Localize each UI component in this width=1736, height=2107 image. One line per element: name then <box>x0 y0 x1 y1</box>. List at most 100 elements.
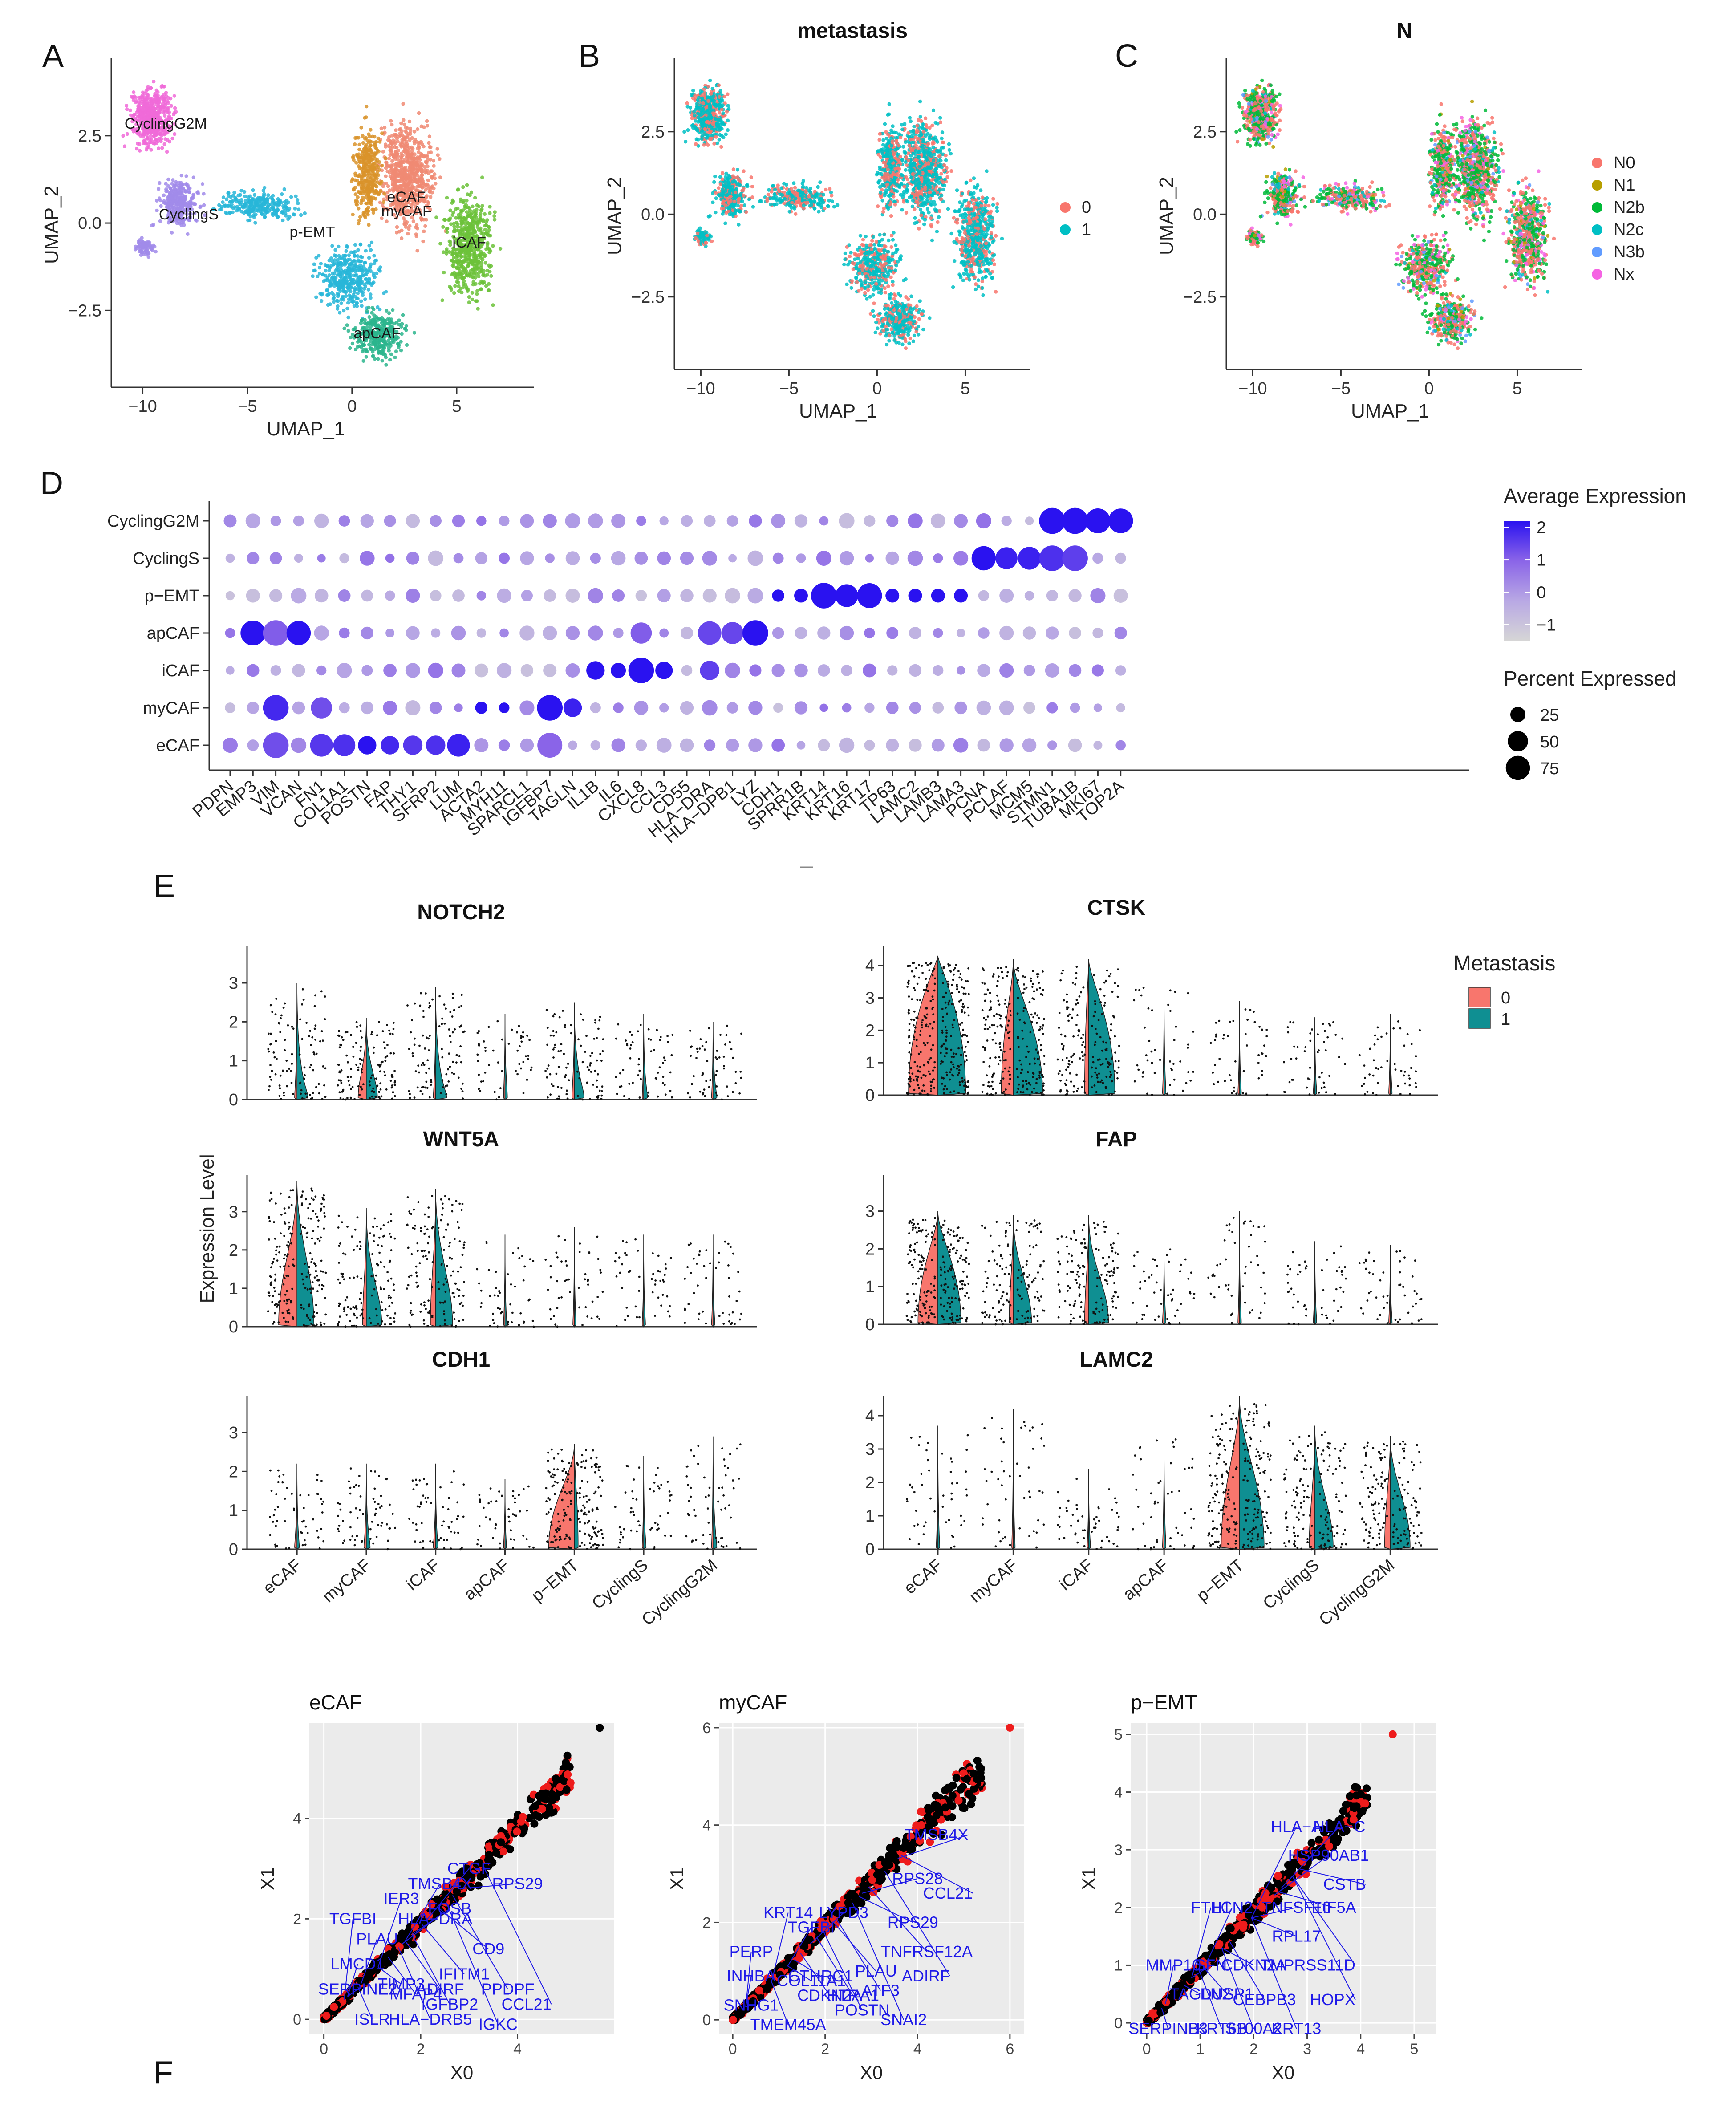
cell-point <box>434 182 438 186</box>
cell-point <box>225 197 229 201</box>
cell-point <box>734 190 738 194</box>
cell-point <box>149 138 154 142</box>
cell-point <box>183 189 187 193</box>
cell-point <box>479 208 483 212</box>
cell-point <box>353 250 357 254</box>
cell-point <box>724 171 728 175</box>
cell-point <box>409 177 413 181</box>
cell-point <box>685 101 689 106</box>
cell-point <box>389 119 393 123</box>
cell-point <box>759 199 763 203</box>
panel-letter-b: B <box>579 38 600 74</box>
cell-point <box>701 234 705 238</box>
cell-point <box>717 193 721 197</box>
cell-point <box>363 215 367 219</box>
cell-point <box>162 193 166 197</box>
cell-point <box>353 173 357 178</box>
cell-point <box>864 235 868 239</box>
cell-point <box>732 204 737 208</box>
cell-point <box>362 287 366 291</box>
cell-point <box>150 101 154 106</box>
cell-point <box>396 148 400 153</box>
cell-point <box>154 88 158 92</box>
cell-point <box>170 201 175 205</box>
cell-point <box>260 211 264 215</box>
cell-point <box>893 268 897 272</box>
cell-point <box>353 254 357 258</box>
cell-point <box>696 239 701 243</box>
cell-point <box>415 185 419 189</box>
cell-point <box>345 306 349 311</box>
cell-point <box>891 283 895 287</box>
cell-point <box>344 261 348 265</box>
cell-point <box>492 214 496 218</box>
cell-point <box>709 137 713 141</box>
cell-point <box>321 279 326 283</box>
cell-point <box>244 210 248 214</box>
cell-point <box>358 243 362 247</box>
cell-point <box>268 202 273 206</box>
cell-point <box>357 136 361 140</box>
cell-point <box>782 201 786 206</box>
cell-point <box>685 105 690 109</box>
cell-point <box>428 145 432 149</box>
cell-point <box>794 196 798 200</box>
cell-point <box>466 256 471 260</box>
cell-point <box>396 154 400 158</box>
cell-point <box>704 106 708 110</box>
cell-point <box>382 126 387 130</box>
cell-point <box>370 185 374 189</box>
cell-point <box>130 119 134 124</box>
cell-point <box>728 195 733 199</box>
cell-point <box>879 255 883 259</box>
cell-point <box>868 243 872 247</box>
cell-point <box>785 194 789 198</box>
cell-point <box>338 311 342 315</box>
cell-point <box>143 104 148 108</box>
cell-point <box>708 104 712 108</box>
cell-point <box>363 137 367 141</box>
cell-point <box>348 257 352 262</box>
cell-point <box>830 199 834 203</box>
cell-point <box>255 208 259 213</box>
cell-point <box>852 252 857 256</box>
cell-point <box>453 284 457 288</box>
cell-point <box>438 175 442 179</box>
cell-point <box>875 257 880 261</box>
cell-point <box>329 284 333 288</box>
cell-point <box>898 294 903 298</box>
cell-point <box>165 150 169 154</box>
cell-point <box>359 185 363 189</box>
cell-point <box>423 224 427 228</box>
cell-point <box>376 148 380 153</box>
y-tick-label: −2.5 <box>68 301 101 320</box>
cell-point <box>411 184 415 188</box>
cell-point <box>326 293 330 297</box>
cell-point <box>726 118 730 122</box>
cell-point <box>466 288 470 292</box>
cell-point <box>336 268 340 272</box>
cell-point <box>325 278 329 282</box>
cell-point <box>369 128 373 132</box>
cell-point <box>359 181 363 185</box>
cell-point <box>368 265 372 270</box>
cell-point <box>363 297 367 301</box>
cell-point <box>372 153 376 157</box>
cell-point <box>891 280 895 284</box>
cell-point <box>359 286 363 290</box>
cell-point <box>816 201 820 205</box>
cell-point <box>350 341 355 346</box>
cell-point <box>414 225 418 229</box>
cell-point <box>711 94 716 98</box>
cell-point <box>738 209 742 213</box>
cell-point <box>720 108 724 112</box>
cell-point <box>321 273 325 277</box>
cell-point <box>819 196 823 201</box>
cell-point <box>320 299 324 303</box>
cell-point <box>870 239 874 243</box>
cell-point <box>359 255 363 259</box>
cell-point <box>782 182 786 186</box>
cell-point <box>408 162 412 166</box>
cell-point <box>419 169 424 173</box>
cell-point <box>363 321 367 325</box>
